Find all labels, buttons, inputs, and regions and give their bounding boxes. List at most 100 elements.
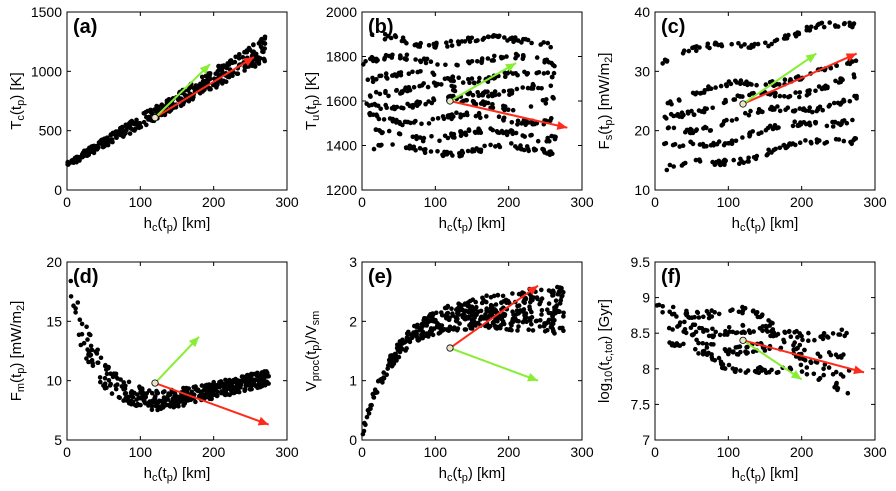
point xyxy=(433,45,438,50)
point xyxy=(549,133,554,139)
point xyxy=(383,102,389,108)
point xyxy=(690,45,696,50)
point xyxy=(551,328,556,334)
point xyxy=(468,326,474,331)
point xyxy=(503,74,508,79)
point xyxy=(723,97,728,103)
point xyxy=(428,149,434,154)
point xyxy=(821,366,826,372)
point xyxy=(404,40,409,46)
point xyxy=(484,114,489,119)
point xyxy=(83,153,88,158)
point xyxy=(762,348,768,353)
point xyxy=(86,331,92,337)
point xyxy=(113,129,118,135)
y-tick-label: 8.5 xyxy=(631,325,651,341)
point xyxy=(832,119,838,125)
x-tick-label: 100 xyxy=(129,194,153,210)
point xyxy=(831,100,837,106)
point xyxy=(660,61,665,66)
point xyxy=(746,45,751,50)
point xyxy=(386,93,391,99)
point xyxy=(237,52,242,57)
y-tick-label: 30 xyxy=(634,63,650,79)
point xyxy=(104,371,110,377)
point xyxy=(802,357,808,363)
y-axis-label-f: log10(tc,tot) [Gyr] xyxy=(596,299,615,403)
point xyxy=(425,84,431,90)
x-tick-label: 100 xyxy=(717,194,741,210)
point xyxy=(494,33,499,39)
point xyxy=(479,60,484,66)
point xyxy=(463,327,469,332)
y-axis-label-b-part-3: p xyxy=(310,99,322,105)
point xyxy=(553,298,559,304)
point xyxy=(741,160,746,166)
point xyxy=(242,387,247,392)
point xyxy=(787,141,792,147)
x-tick-label: 300 xyxy=(275,194,299,210)
point xyxy=(559,285,564,291)
x-axis-label-e-part-2: (t xyxy=(453,465,463,482)
point xyxy=(534,295,540,300)
point xyxy=(716,355,722,361)
point xyxy=(475,38,480,43)
point xyxy=(523,314,528,319)
point xyxy=(756,131,761,137)
point xyxy=(233,376,238,382)
point xyxy=(469,149,475,154)
point xyxy=(534,70,539,76)
point xyxy=(833,136,839,142)
x-tick-label: 0 xyxy=(63,194,71,210)
point xyxy=(742,305,748,311)
point xyxy=(502,35,507,40)
point xyxy=(407,87,413,93)
x-tick-label: 300 xyxy=(863,444,887,460)
point xyxy=(777,93,783,99)
point xyxy=(541,324,547,329)
point xyxy=(701,126,706,131)
point xyxy=(515,328,520,333)
point xyxy=(521,54,526,59)
point xyxy=(502,70,508,76)
point xyxy=(374,77,379,82)
panel-label-a: (a) xyxy=(73,16,97,38)
point xyxy=(801,106,807,111)
point xyxy=(502,104,508,109)
point xyxy=(383,90,388,96)
point xyxy=(466,309,471,315)
x-axis-label-e-part-1: c xyxy=(447,472,453,484)
point xyxy=(106,378,112,383)
point xyxy=(551,289,556,295)
y-axis-label-f-part-1: 10 xyxy=(603,371,615,383)
point xyxy=(696,340,701,346)
point xyxy=(705,328,710,333)
point xyxy=(514,86,520,92)
point xyxy=(392,106,398,112)
point xyxy=(827,20,832,25)
point xyxy=(373,89,379,95)
green-arrow-f xyxy=(742,339,803,381)
point xyxy=(723,82,729,87)
point xyxy=(467,314,472,320)
point xyxy=(786,32,791,38)
point xyxy=(733,330,739,336)
y-tick-label: 1 xyxy=(349,373,357,389)
y-axis-label-e: Vproc(tp)/Vsm xyxy=(303,311,322,392)
point xyxy=(525,37,531,43)
point xyxy=(682,319,687,325)
point xyxy=(555,284,560,290)
point xyxy=(411,85,417,90)
point xyxy=(475,309,481,315)
point xyxy=(111,371,117,377)
point xyxy=(155,402,160,408)
point xyxy=(70,157,75,163)
point xyxy=(716,311,722,317)
point xyxy=(421,317,427,323)
point xyxy=(549,74,555,80)
point xyxy=(746,328,752,333)
point xyxy=(95,347,100,353)
point xyxy=(706,333,712,339)
point xyxy=(692,322,698,328)
point xyxy=(377,91,383,97)
